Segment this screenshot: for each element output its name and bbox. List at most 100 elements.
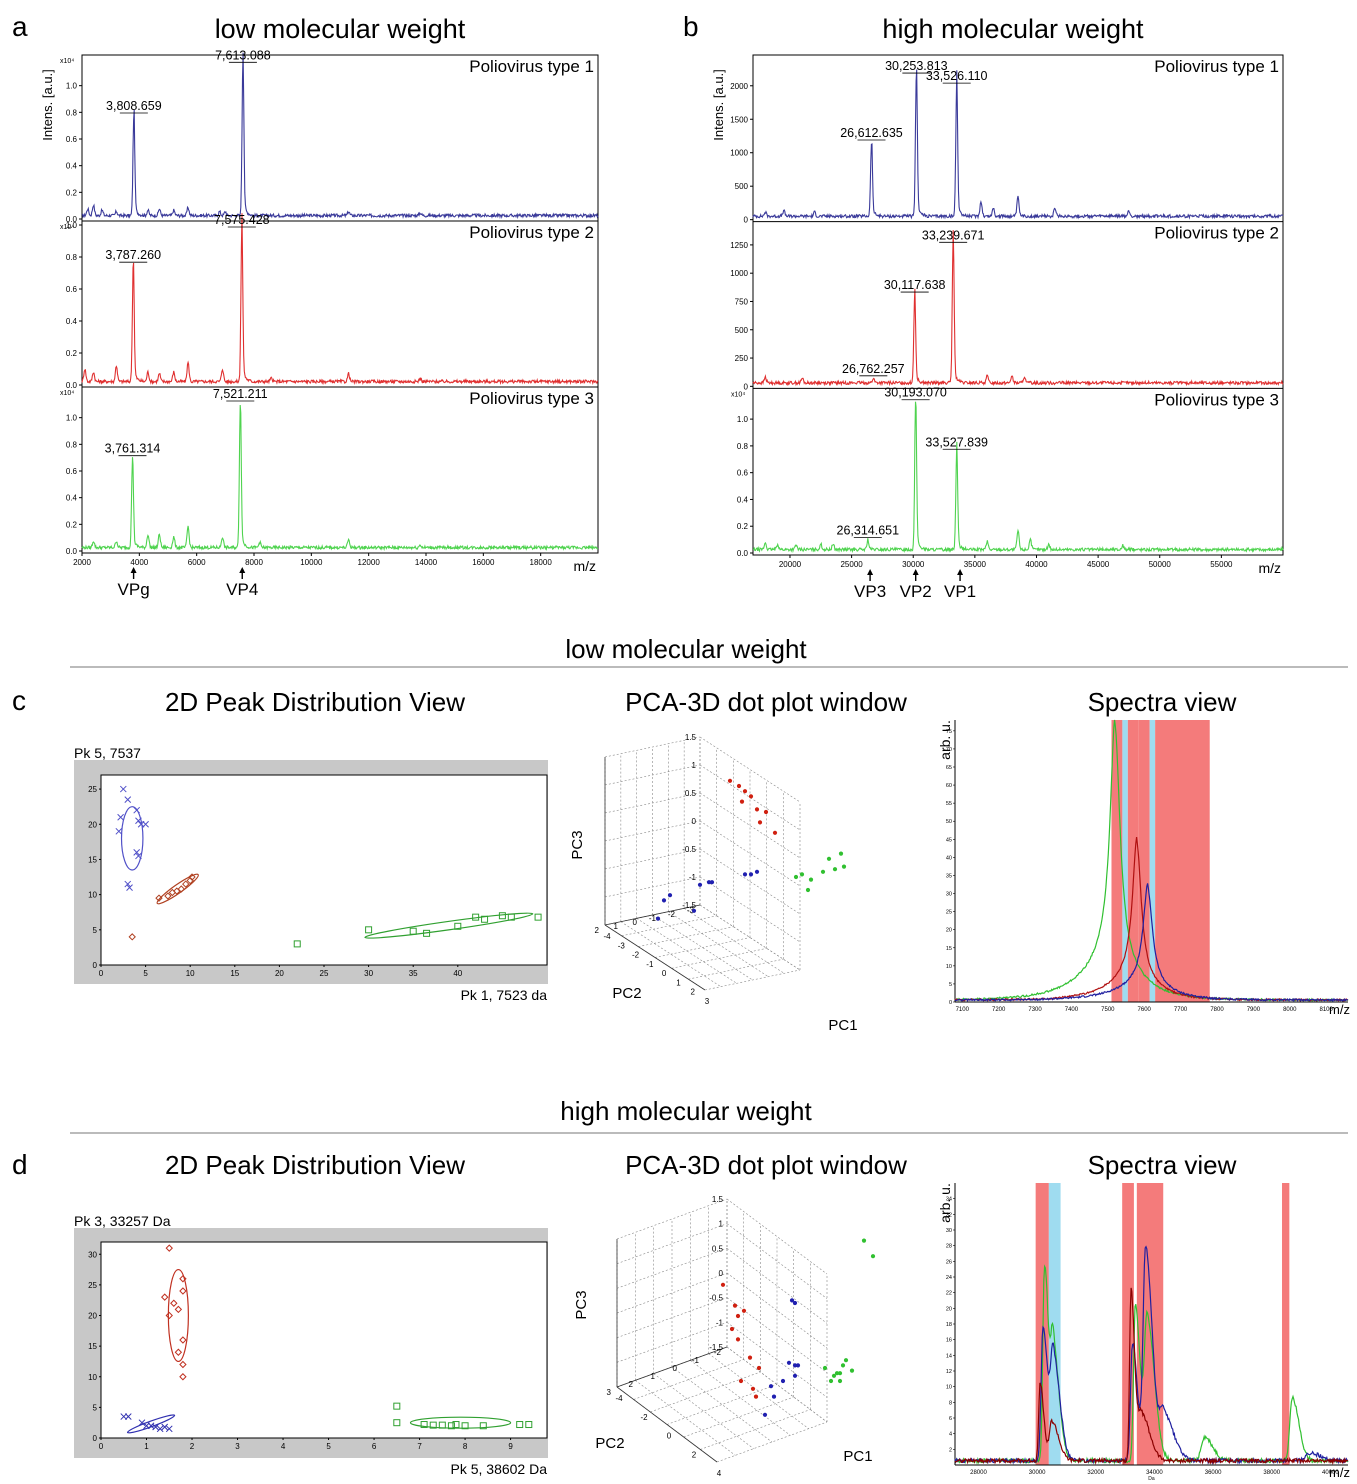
- grid-line: [704, 969, 801, 991]
- y-tick-label: 10: [946, 1385, 952, 1391]
- y-tick-label: 55: [946, 801, 952, 807]
- spectrum-line-2: [81, 213, 599, 386]
- z-tick-label: 0: [719, 1269, 724, 1278]
- y-tick-label: 0: [744, 382, 749, 391]
- y-axis-label: Pk 3, 33257 Da: [74, 1213, 171, 1229]
- y-tick-label: 25: [946, 910, 952, 916]
- y-tick-label: 1.0: [66, 82, 78, 91]
- grid-line: [654, 937, 751, 958]
- grid-line: [726, 1198, 828, 1275]
- y-tick-label: 0.2: [66, 349, 78, 358]
- x-tick-label: 7200: [992, 1007, 1006, 1013]
- pca-point-type1: [691, 908, 697, 913]
- z-tick-label: 0.5: [685, 789, 697, 798]
- subplot-name: Poliovirus type 1: [469, 57, 594, 76]
- y-tick-label: 1: [614, 922, 619, 931]
- pca-point-type2: [736, 783, 742, 789]
- panel-letter-b: b: [683, 11, 699, 42]
- pca-point-type3: [831, 1373, 837, 1378]
- y-tick-label: 8: [949, 1400, 952, 1406]
- x-tick-label: 0: [662, 969, 667, 978]
- pca-point-type1: [792, 1373, 798, 1378]
- y-tick-label: 0.6: [66, 135, 78, 144]
- point-type3: [481, 915, 489, 923]
- band-red: [1035, 1183, 1049, 1465]
- y-tick-label: 10: [88, 891, 97, 900]
- point-type1: [138, 1419, 146, 1427]
- x-axis-label: m/z: [1329, 1465, 1350, 1480]
- pca-point-type2: [735, 1337, 741, 1342]
- spectrum-line-1: [82, 52, 599, 220]
- pca-point-type2: [753, 1394, 759, 1399]
- y-tick-label: -3: [687, 906, 695, 915]
- y-tick-label: 0: [949, 1000, 952, 1006]
- x-tick-label: 18000: [530, 558, 553, 567]
- grid-line: [671, 948, 767, 969]
- x-tick-label: 30: [364, 969, 373, 978]
- x-tick-label: 2: [690, 988, 695, 997]
- pca-point-type3: [837, 1378, 843, 1384]
- x-tick-label: 7100: [956, 1007, 970, 1013]
- y-tick-label: 1250: [730, 241, 748, 250]
- grid-line: [616, 1248, 728, 1289]
- y-tick-label: 0.4: [66, 494, 78, 503]
- point-type1: [156, 1425, 164, 1433]
- x-tick-label: 2000: [73, 558, 91, 567]
- point-type3: [454, 922, 462, 930]
- y-tick-label: 20: [946, 1306, 952, 1312]
- axis-line: [616, 1386, 718, 1463]
- peak-label: 26,762.257: [842, 362, 905, 376]
- peak-label: 30,117.638: [884, 278, 946, 292]
- grid-line: [690, 1360, 791, 1436]
- pca-point-type2: [747, 1355, 753, 1360]
- y-tick-label: 1.0: [66, 414, 78, 423]
- pca-point-type3: [840, 1363, 846, 1368]
- x-tick-label: 34000: [1146, 1470, 1163, 1476]
- point-type1: [124, 796, 132, 803]
- subplot-name: Poliovirus type 2: [469, 223, 594, 242]
- spectrum-line-3: [752, 401, 1284, 554]
- z-axis-label: PC3: [569, 830, 586, 859]
- y-tick-label: 5: [949, 982, 952, 988]
- plot-frame: [752, 54, 1284, 556]
- chart-title: Spectra view: [1088, 687, 1237, 717]
- x-tick-label: 40: [453, 969, 462, 978]
- arrow-label: VPg: [118, 580, 150, 599]
- arrow-head: [867, 569, 874, 575]
- point-type2: [179, 1360, 187, 1369]
- pca-point-type3: [849, 1368, 855, 1373]
- arrow-label: VP1: [944, 582, 976, 601]
- y-axis-label: PC2: [612, 985, 641, 1002]
- x-tick-label: -2: [632, 951, 640, 960]
- point-type3: [498, 912, 506, 920]
- y-tick-label: 15: [946, 946, 952, 952]
- y-tick-label: 500: [735, 326, 749, 335]
- pca-point-type1: [762, 1412, 768, 1417]
- z-tick-label: 1: [692, 761, 697, 770]
- x-tick-label: -2: [640, 1413, 648, 1422]
- peak-label: 3,787.260: [105, 248, 161, 262]
- chart-title: high molecular weight: [882, 14, 1144, 44]
- pca-point-type3: [843, 1358, 849, 1363]
- x-tick-label: 4: [281, 1442, 286, 1451]
- pca-point-type3: [841, 864, 847, 869]
- y-tick-label: -2: [714, 1348, 722, 1357]
- grid-line: [653, 1373, 754, 1449]
- grid-line: [716, 1421, 828, 1463]
- point-type2: [179, 1275, 187, 1283]
- y-tick-label: 32: [946, 1212, 952, 1218]
- pca-point-type2: [742, 789, 748, 794]
- x-tick-label: -3: [618, 941, 626, 950]
- y-tick-label: 1.0: [66, 221, 78, 230]
- band-red: [1122, 1183, 1134, 1465]
- z-tick-label: 1: [719, 1220, 724, 1229]
- arrow-head: [957, 569, 964, 575]
- pca-point-type1: [661, 898, 667, 903]
- pca-point-type1: [697, 882, 703, 887]
- peak-label: 7,613.088: [215, 48, 271, 62]
- x-tick-label: 7900: [1247, 1007, 1261, 1013]
- peak-label: 7,575.428: [214, 213, 270, 227]
- point-type3: [516, 1421, 524, 1429]
- pca-point-type2: [741, 1308, 747, 1313]
- pca-point-type1: [771, 1394, 777, 1399]
